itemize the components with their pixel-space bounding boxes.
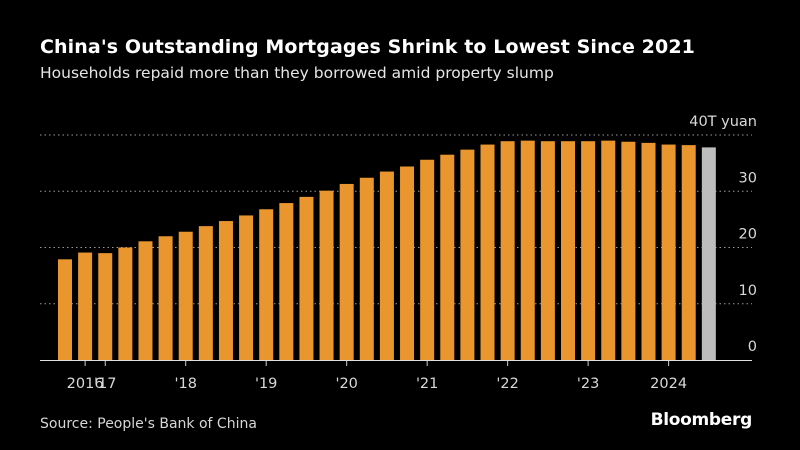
x-tick-label: '17 bbox=[94, 376, 116, 392]
chart-subtitle: Households repaid more than they borrowe… bbox=[40, 64, 554, 82]
bar bbox=[118, 247, 133, 360]
bar bbox=[259, 209, 274, 360]
bar bbox=[58, 259, 72, 360]
bar-latest bbox=[701, 147, 716, 361]
bar bbox=[218, 221, 233, 360]
x-tick-label: '19 bbox=[255, 376, 277, 392]
bar bbox=[379, 171, 394, 360]
bar bbox=[138, 241, 153, 360]
chart-title: China's Outstanding Mortgages Shrink to … bbox=[40, 36, 695, 58]
bar bbox=[460, 149, 475, 361]
bar bbox=[198, 226, 213, 361]
y-axis-ticks: 0 10 20 30 40T yuan bbox=[689, 114, 757, 355]
bar bbox=[520, 140, 535, 361]
bar bbox=[359, 177, 374, 360]
bar bbox=[621, 141, 636, 360]
bar bbox=[98, 253, 113, 361]
source-note: Source: People's Bank of China bbox=[40, 416, 257, 432]
y-tick-label: 40T yuan bbox=[689, 114, 757, 130]
x-tick-label: '20 bbox=[335, 376, 357, 392]
bar bbox=[420, 159, 435, 360]
gridlines bbox=[40, 134, 752, 305]
bar bbox=[400, 166, 415, 360]
bar bbox=[279, 203, 294, 360]
bar bbox=[641, 142, 656, 360]
y-tick-label: 10 bbox=[739, 283, 757, 299]
x-tick-label: '21 bbox=[416, 376, 438, 392]
bar bbox=[339, 183, 354, 360]
bars bbox=[58, 140, 716, 361]
bar bbox=[661, 144, 676, 360]
bar bbox=[681, 145, 696, 360]
x-axis-ticks: 2016'17 '18 '19 '20 '21 '22 '23 2024 bbox=[67, 360, 687, 392]
bar bbox=[561, 141, 575, 360]
bar bbox=[319, 190, 334, 360]
x-tick-label: 2024 bbox=[650, 376, 687, 392]
bar bbox=[601, 140, 616, 361]
bar bbox=[480, 144, 495, 360]
y-tick-label: 0 bbox=[748, 339, 757, 355]
bloomberg-logo: Bloomberg bbox=[650, 410, 753, 430]
bar bbox=[581, 141, 596, 360]
bar bbox=[440, 154, 455, 360]
bar bbox=[239, 215, 254, 360]
y-tick-label: 30 bbox=[739, 170, 757, 186]
bar bbox=[540, 141, 555, 360]
x-tick-label: '23 bbox=[577, 376, 599, 392]
bar bbox=[78, 252, 93, 360]
bar bbox=[178, 231, 193, 360]
bar bbox=[299, 196, 314, 361]
x-tick-label: '18 bbox=[175, 376, 197, 392]
x-tick-label: '22 bbox=[496, 376, 518, 392]
bar bbox=[158, 236, 173, 360]
bar bbox=[500, 141, 515, 360]
y-tick-label: 20 bbox=[739, 227, 757, 243]
x-tick-label: 2016 bbox=[67, 376, 104, 392]
